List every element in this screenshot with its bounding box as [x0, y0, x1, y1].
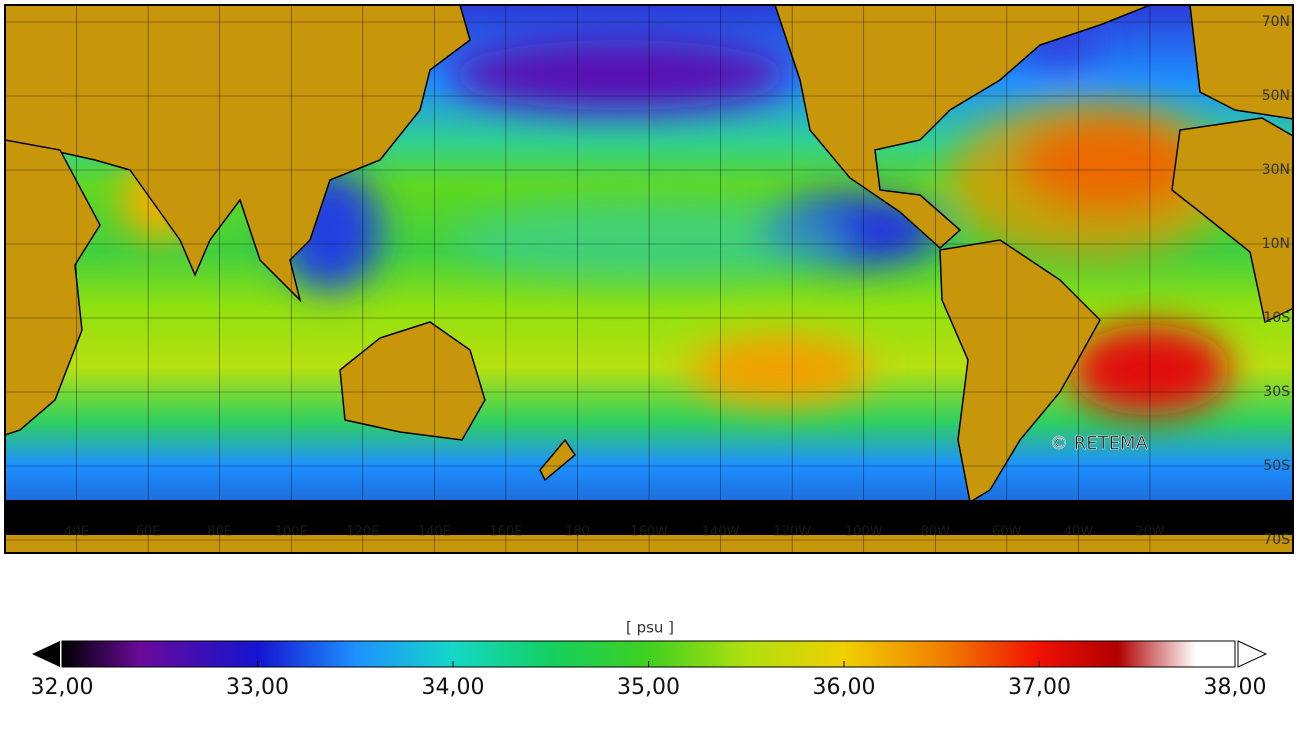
latitude-label: 10S [1263, 310, 1290, 326]
longitude-label: 80W [921, 525, 951, 540]
latitude-label: 10N [1262, 236, 1290, 252]
latitude-label: 30N [1262, 162, 1290, 178]
latitude-label: 70S [1263, 532, 1290, 548]
latitude-label: 30S [1263, 384, 1290, 400]
latitude-label: 70N [1262, 14, 1290, 30]
longitude-label: 60E [136, 525, 161, 540]
colorbar-unit: [ psu ] [626, 619, 674, 637]
latitude-label: 50S [1263, 458, 1290, 474]
longitude-label: 180 [565, 525, 590, 540]
colorbar-tick-label: 37,00 [1008, 675, 1071, 700]
land [5, 5, 1293, 504]
colorbar-tick-label: 34,00 [422, 675, 485, 700]
colorbar-tick-label: 32,00 [31, 675, 94, 700]
colorbar-tick-label: 38,00 [1204, 675, 1267, 700]
map-frame [4, 4, 1294, 554]
map [5, 5, 1293, 553]
longitude-label: 120W [773, 525, 811, 540]
watermark: © RETEMA [1050, 433, 1149, 454]
colorbar-tick-label: 33,00 [226, 675, 289, 700]
longitude-label: 20W [1135, 525, 1165, 540]
colorbar-tick-label: 36,00 [813, 675, 876, 700]
graticule [5, 5, 1293, 553]
colorbar-tick-label: 35,00 [617, 675, 680, 700]
longitude-label: 40E [64, 525, 89, 540]
longitude-label: 140E [418, 525, 451, 540]
colorbar-high-arrow [1237, 640, 1268, 668]
longitude-label: 140W [702, 525, 740, 540]
longitude-label: 60W [992, 525, 1022, 540]
latitude-label: 50N [1262, 88, 1290, 104]
longitude-label: 160E [489, 525, 522, 540]
longitude-label: 40W [1064, 525, 1094, 540]
longitude-label: 100E [275, 525, 308, 540]
longitude-label: 160W [630, 525, 668, 540]
colorbar-low-arrow [32, 641, 60, 667]
longitude-label: 100W [845, 525, 883, 540]
longitude-label: 80E [207, 525, 232, 540]
longitude-label: 120E [346, 525, 379, 540]
